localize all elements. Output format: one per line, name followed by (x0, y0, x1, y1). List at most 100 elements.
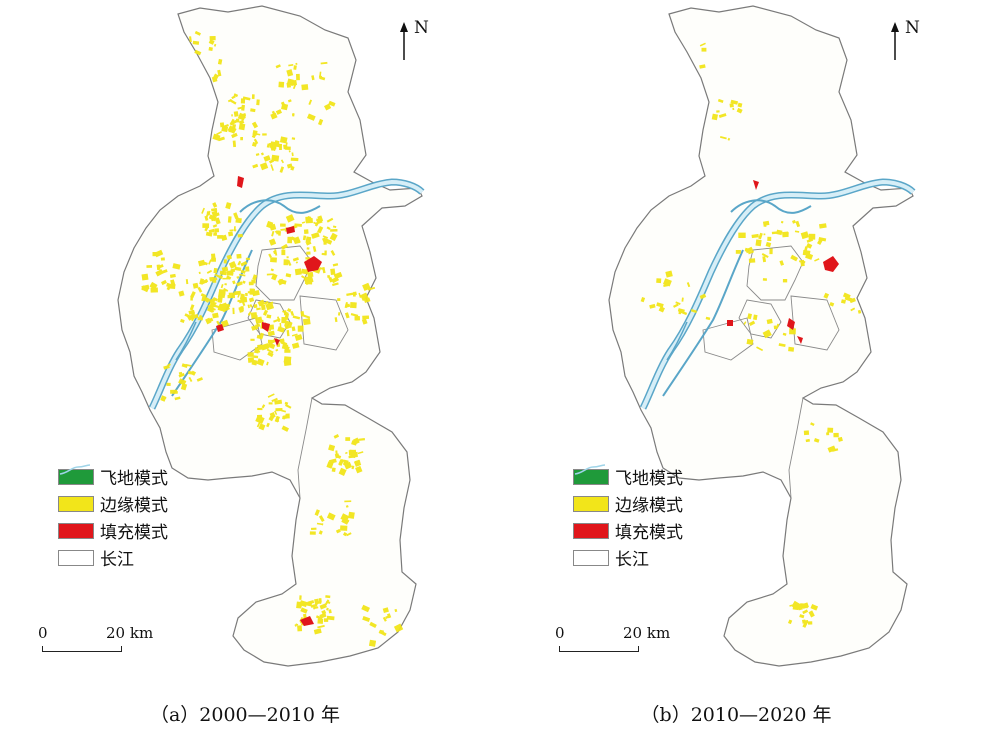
map-legend: 飞地模式 边缘模式 填充模式 长江 (573, 463, 683, 571)
edge-mode-patch (779, 260, 785, 266)
edge-mode-patch (283, 356, 292, 363)
legend-item-infill: 填充模式 (58, 517, 168, 544)
edge-mode-patch (756, 346, 764, 352)
edge-mode-patch (286, 256, 289, 259)
edge-mode-patch (324, 238, 333, 245)
map-canvas (608, 5, 916, 667)
edge-mode-patch (185, 363, 192, 367)
edge-mode-patch (299, 600, 308, 608)
edge-mode-patch (199, 278, 205, 285)
edge-mode-patch (285, 404, 292, 409)
edge-mode-patch (212, 312, 219, 319)
edge-mode-patch (155, 269, 164, 277)
edge-mode-patch (675, 301, 681, 305)
edge-mode-patch (212, 279, 217, 283)
edge-mode-patch (761, 253, 769, 259)
edge-mode-patch (837, 436, 843, 442)
edge-mode-patch (203, 280, 208, 284)
edge-mode-patch (294, 334, 303, 341)
edge-mode-patch (257, 407, 263, 411)
edge-mode-patch (294, 268, 302, 276)
legend-label: 填充模式 (100, 523, 168, 543)
edge-mode-patch (762, 329, 772, 339)
edge-mode-patch (317, 624, 325, 629)
edge-mode-patch (782, 332, 787, 336)
edge-mode-patch (795, 220, 801, 228)
edge-mode-patch (212, 304, 220, 309)
edge-mode-patch (288, 150, 291, 153)
edge-mode-patch (221, 125, 229, 133)
edge-mode-patch (224, 283, 227, 286)
edge-mode-patch (318, 598, 322, 603)
edge-mode-patch (827, 427, 834, 433)
edge-mode-patch (330, 250, 336, 256)
edge-mode-patch (782, 231, 789, 238)
edge-mode-patch (378, 630, 387, 637)
edge-mode-patch (345, 437, 351, 441)
yangtze-river (639, 178, 916, 410)
edge-mode-patch (280, 223, 286, 227)
edge-mode-patch (237, 260, 242, 266)
edge-mode-patch (711, 113, 719, 121)
edge-mode-patch (283, 259, 289, 266)
infill-mode-patches (727, 180, 839, 344)
edge-mode-patch (319, 603, 327, 610)
edge-mode-patch (217, 58, 223, 65)
edge-mode-patch (240, 260, 248, 267)
edge-mode-patch (699, 293, 707, 300)
edge-mode-patch (326, 226, 331, 230)
edge-mode-patch (302, 235, 307, 241)
edge-mode-patch (727, 137, 731, 141)
edge-mode-patch (194, 30, 201, 36)
edge-mode-patch (170, 389, 178, 394)
edge-mode-patch (266, 314, 272, 319)
edge-mode-patch (317, 225, 324, 234)
edge-mode-patch (180, 383, 188, 391)
edge-mode-patch (253, 138, 259, 145)
edge-mode-patch (205, 231, 213, 237)
legend-swatch (58, 522, 94, 539)
edge-mode-patch (270, 257, 277, 263)
edge-mode-patch (253, 304, 258, 309)
edge-mode-patch (205, 317, 212, 325)
edge-mode-patch (217, 306, 225, 312)
edge-mode-patch (351, 465, 355, 470)
legend-label: 飞地模式 (100, 469, 168, 489)
edge-mode-patch (343, 461, 353, 470)
edge-mode-patch (663, 278, 672, 287)
edge-mode-patch (263, 155, 271, 162)
edge-mode-patch (149, 281, 158, 290)
edge-mode-patch (160, 395, 167, 402)
edge-mode-patch (281, 317, 287, 324)
edge-mode-patch (305, 216, 310, 223)
edge-mode-patch (236, 281, 243, 287)
edge-mode-patch (226, 275, 232, 280)
edge-mode-patch (212, 297, 219, 302)
edge-mode-patch (271, 144, 277, 152)
edge-mode-patch (286, 163, 293, 169)
edge-mode-patch (344, 500, 352, 503)
edge-mode-patch (216, 130, 223, 136)
edge-mode-patch (640, 296, 646, 303)
edge-mode-patch (829, 302, 835, 307)
edge-mode-patch (233, 212, 239, 220)
edge-mode-patch (363, 297, 371, 303)
edge-mode-patch (237, 106, 245, 110)
edge-mode-patch (333, 271, 343, 280)
edge-mode-patch (681, 297, 684, 302)
edge-mode-patch (214, 228, 220, 233)
edge-mode-patch (272, 141, 277, 145)
edge-mode-patch (275, 348, 279, 352)
edge-mode-patch (191, 311, 195, 316)
edge-mode-patch (321, 252, 327, 256)
edge-mode-patch (261, 404, 266, 409)
edge-mode-patch (275, 407, 283, 412)
edge-mode-patch (649, 303, 656, 309)
edge-mode-patch (800, 231, 809, 240)
edge-mode-patch (292, 257, 299, 262)
edge-mode-patch (240, 269, 246, 274)
edge-mode-patch (340, 459, 348, 464)
edge-mode-patch (222, 277, 230, 280)
edge-mode-patch (238, 123, 246, 131)
edge-mode-patch (252, 130, 258, 136)
